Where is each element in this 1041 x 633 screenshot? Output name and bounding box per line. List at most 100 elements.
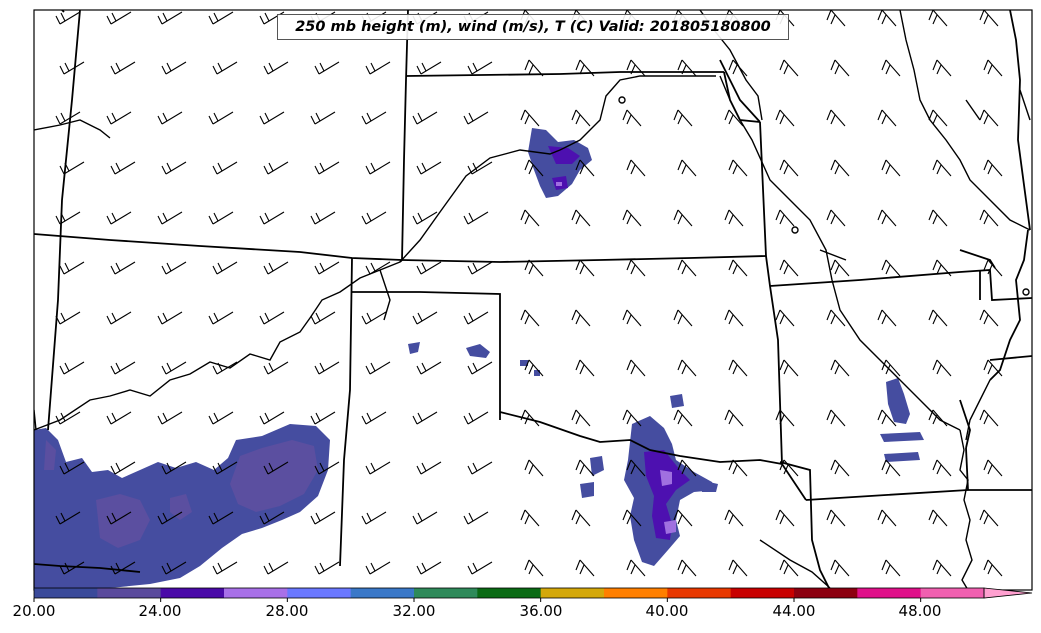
wind-barb-icon <box>412 211 438 225</box>
wind-barb-icon <box>55 411 81 425</box>
wind-barb-icon <box>575 259 595 277</box>
wind-barb-icon <box>724 309 744 327</box>
wind-barb-icon <box>157 211 183 225</box>
wind-barb-icon <box>361 211 387 225</box>
wind-barb-icon <box>59 361 85 375</box>
colorbar-tick-label: 48.00 <box>898 602 942 620</box>
wind-barb-icon <box>775 509 795 527</box>
wind-barb-icon <box>467 561 493 575</box>
wind-barb-icon <box>673 109 693 127</box>
wind-barb-icon <box>59 261 85 275</box>
wind-barb-icon <box>212 61 238 75</box>
colorbar-segment <box>920 588 985 598</box>
wind-barb-icon <box>208 311 234 325</box>
wind-barb-icon <box>212 461 238 475</box>
wind-barb-icon <box>830 359 850 377</box>
wind-barb-icon <box>622 309 642 327</box>
shade-nm-islands <box>408 342 540 376</box>
colorbar-segment <box>224 588 288 598</box>
wind-barb-icon <box>524 259 544 277</box>
wind-barb-icon <box>524 359 544 377</box>
wind-barb-icon <box>208 11 234 25</box>
wind-barb-icon <box>524 59 544 77</box>
wind-barb-icon <box>881 159 901 177</box>
wind-barb-icon <box>677 159 697 177</box>
wind-barb-icon <box>673 209 693 227</box>
wind-barb-icon <box>520 409 540 427</box>
wind-barb-icon <box>928 209 948 227</box>
wind-barb-icon <box>626 459 646 477</box>
wind-barb-icon <box>622 509 642 527</box>
lake-marker <box>1022 288 1030 296</box>
wind-barb-icon <box>463 311 489 325</box>
wind-barbs <box>55 10 1003 577</box>
wind-barb-icon <box>877 10 897 27</box>
wind-barb-icon <box>416 461 442 475</box>
wind-barb-icon <box>677 359 697 377</box>
wind-barb-icon <box>928 10 948 27</box>
colorbar-tick-label: 36.00 <box>519 602 563 620</box>
wind-barb-icon <box>673 309 693 327</box>
wind-barb-icon <box>208 111 234 125</box>
wind-barb-icon <box>673 509 693 527</box>
wind-barb-icon <box>622 209 642 227</box>
wind-barb-icon <box>314 261 340 275</box>
wind-barb-icon <box>106 211 132 225</box>
wind-barb-icon <box>826 10 846 27</box>
wind-barb-icon <box>983 359 1003 377</box>
wind-barb-icon <box>979 409 999 427</box>
wind-barb-icon <box>979 509 999 527</box>
wind-barb-icon <box>365 261 391 275</box>
wind-barb-icon <box>932 259 952 277</box>
wind-barb-icon <box>259 411 285 425</box>
wind-barb-icon <box>928 109 948 127</box>
wind-barb-icon <box>157 311 183 325</box>
wind-barb-icon <box>365 161 391 175</box>
wind-barb-icon <box>677 459 697 477</box>
wind-barb-icon <box>263 261 289 275</box>
wind-barb-icon <box>110 261 136 275</box>
wind-barb-icon <box>212 161 238 175</box>
shade-southwest-core <box>230 440 318 512</box>
lake-marker <box>791 226 799 234</box>
wind-barb-icon <box>412 411 438 425</box>
shade-kansas-core <box>548 146 580 190</box>
wind-barb-icon <box>55 511 81 525</box>
wind-barb-icon <box>775 409 795 427</box>
wind-barb-icon <box>928 509 948 527</box>
wind-barb-icon <box>161 161 187 175</box>
wind-barb-icon <box>259 211 285 225</box>
wind-barb-icon <box>932 359 952 377</box>
wind-barb-icon <box>575 559 595 577</box>
colorbar-segment <box>794 588 858 598</box>
wind-barb-icon <box>524 159 544 177</box>
wind-barb-icon <box>416 161 442 175</box>
shade-texas-islands <box>580 394 718 498</box>
wind-barb-icon <box>208 411 234 425</box>
colorbar-tick-label: 40.00 <box>645 602 689 620</box>
wind-barb-icon <box>157 111 183 125</box>
wind-barb-icon <box>622 409 642 427</box>
wind-barb-icon <box>626 159 646 177</box>
wind-barb-icon <box>779 259 799 277</box>
wind-barb-icon <box>728 359 748 377</box>
wind-barb-icon <box>728 459 748 477</box>
wind-barb-icon <box>928 409 948 427</box>
wind-barb-icon <box>881 459 901 477</box>
wind-barb-icon <box>467 61 493 75</box>
wind-barb-icon <box>416 561 442 575</box>
wind-barb-icon <box>775 309 795 327</box>
colorbar-tick-label: 28.00 <box>265 602 309 620</box>
wind-barb-icon <box>467 461 493 475</box>
wind-barb-icon <box>877 209 897 227</box>
map-title: 250 mb height (m), wind (m/s), T (C) Val… <box>277 14 789 40</box>
wind-barb-icon <box>575 159 595 177</box>
wind-barb-icon <box>259 511 285 525</box>
wind-barb-icon <box>212 261 238 275</box>
wind-barb-icon <box>157 411 183 425</box>
wind-barb-icon <box>724 509 744 527</box>
wind-barb-icon <box>263 61 289 75</box>
wind-barb-icon <box>55 311 81 325</box>
shade-arkansas <box>880 378 924 462</box>
wind-barb-icon <box>728 259 748 277</box>
